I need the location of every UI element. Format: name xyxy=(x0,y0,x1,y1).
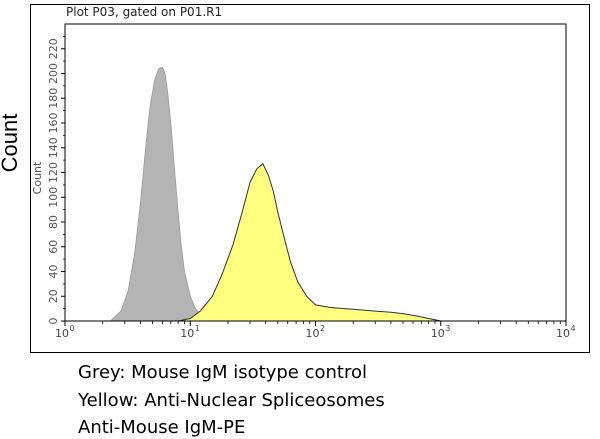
y-tick-label-120: 120 xyxy=(47,162,60,183)
plot-title: Plot P03, gated on P01.R1 xyxy=(66,5,223,19)
grey-isotype-histogram xyxy=(109,66,216,322)
y-tick-label-160: 160 xyxy=(47,113,60,134)
x-tick-exponent-10: 1 xyxy=(195,324,200,333)
x-tick-label-1000: 10 xyxy=(431,327,445,340)
caption-grey: Grey: Mouse IgM isotype control xyxy=(78,362,367,383)
inner-y-axis-label: Count xyxy=(31,161,44,194)
y-tick-label-40: 40 xyxy=(47,265,60,279)
x-tick-exponent-100: 2 xyxy=(320,324,325,333)
y-tick-label-180: 180 xyxy=(47,88,60,109)
plot-frame xyxy=(30,4,590,353)
y-tick-label-60: 60 xyxy=(47,240,60,254)
caption-antibody: Anti-Mouse IgM-PE xyxy=(78,417,246,438)
y-tick-label-140: 140 xyxy=(47,137,60,158)
caption-yellow: Yellow: Anti-Nuclear Spliceosomes xyxy=(78,390,385,411)
x-tick-label-10: 10 xyxy=(180,327,194,340)
x-tick-exponent-1000: 3 xyxy=(445,324,450,333)
y-tick-label-220: 220 xyxy=(47,38,60,59)
y-tick-label-0: 0 xyxy=(47,318,60,325)
x-tick-label-1: 10 xyxy=(55,327,69,340)
y-tick-label-20: 20 xyxy=(47,289,60,303)
y-tick-label-200: 200 xyxy=(47,63,60,84)
x-tick-label-100: 10 xyxy=(306,327,320,340)
x-tick-exponent-10000: 4 xyxy=(570,324,575,333)
x-tick-label-10000: 10 xyxy=(556,327,570,340)
y-tick-label-100: 100 xyxy=(47,187,60,208)
yellow-spliceosome-histogram xyxy=(177,163,441,322)
y-tick-label-80: 80 xyxy=(47,215,60,229)
x-tick-exponent-1: 0 xyxy=(69,324,74,333)
